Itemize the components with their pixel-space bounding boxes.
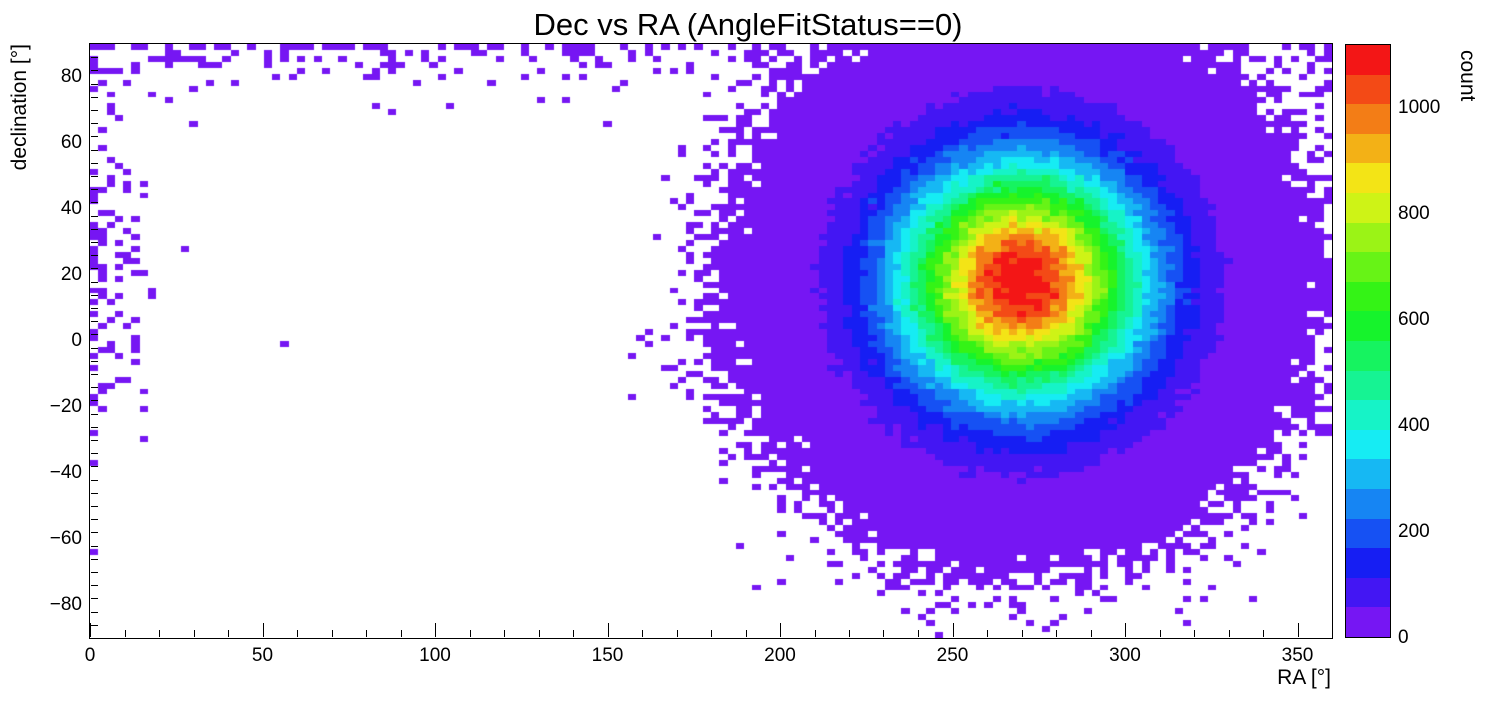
colorbar-band [1346,104,1390,134]
x-tick-label: 50 [251,645,274,666]
colorbar-band [1346,488,1390,519]
x-tick-label: 100 [419,645,451,666]
colorbar-band [1346,192,1390,223]
y-tick-label: 20 [60,264,82,285]
x-tick-label: 200 [764,645,796,666]
colorbar-band [1346,577,1390,608]
colorbar-band [1346,518,1390,549]
colorbar-band [1346,459,1390,489]
colorbar-tick-label: 400 [1398,414,1430,436]
colorbar-band [1346,429,1390,460]
y-tick-label: −60 [49,528,82,549]
colorbar [1345,44,1391,638]
colorbar-band [1346,340,1390,371]
colorbar-band [1346,370,1390,401]
colorbar-band [1346,400,1390,430]
colorbar-band [1346,548,1390,578]
x-axis-label: RA [°] [1277,666,1331,689]
y-tick-label: 40 [60,198,82,219]
colorbar-tick-label: 200 [1398,520,1430,542]
y-tick-label: 0 [71,330,82,351]
colorbar-band [1346,163,1390,193]
chart-title: Dec vs RA (AngleFitStatus==0) [533,7,963,42]
x-tick-label: 250 [936,645,969,666]
y-tick-label: −40 [49,462,82,483]
y-tick-label: 60 [60,132,82,153]
colorbar-tick-label: 600 [1398,308,1430,330]
heatmap-canvas [90,44,1332,638]
colorbar-tick-label: 1000 [1398,96,1441,118]
x-tick-label: 150 [591,645,624,666]
colorbar-band [1346,607,1390,637]
colorbar-title: count [1456,50,1479,102]
colorbar-band [1346,133,1390,164]
colorbar-band [1346,45,1390,75]
colorbar-tick-label: 0 [1398,627,1409,648]
colorbar-band [1346,252,1390,282]
x-tick-label: 350 [1281,645,1314,666]
colorbar-band [1346,74,1390,105]
x-tick-label: 0 [84,645,96,666]
y-tick-label: −20 [49,396,82,417]
y-tick-label: 80 [60,66,82,87]
colorbar-band [1346,281,1390,312]
y-tick-label: −80 [49,594,82,615]
colorbar-tick-label: 800 [1398,202,1430,224]
colorbar-band [1346,222,1390,253]
colorbar-band [1346,311,1390,341]
x-tick-label: 300 [1109,645,1141,666]
